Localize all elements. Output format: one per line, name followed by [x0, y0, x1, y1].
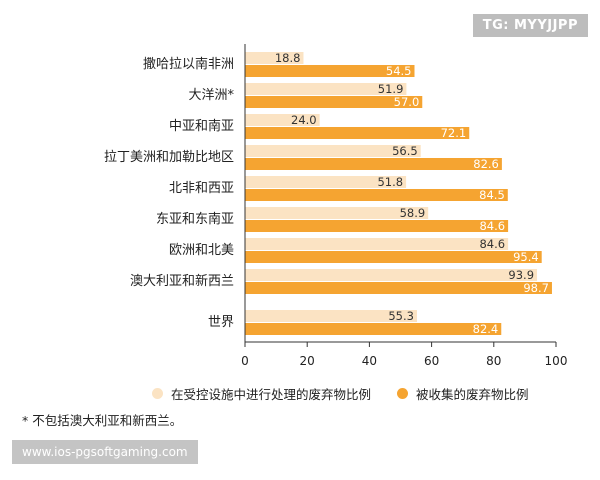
- bar-collected: [245, 65, 415, 77]
- category-label: 世界: [208, 315, 234, 330]
- category-label: 中亚和南亚: [169, 118, 234, 134]
- bars-group: 18.8 54.5 51.957.0 24.0 72.1 56.5 82.6 51.8 84.5…: [245, 51, 552, 336]
- legend-label-collected: 被收集的废弃物比例: [416, 387, 529, 402]
- data-label: 55.3: [388, 309, 414, 323]
- bar-collected: [245, 251, 542, 263]
- bar-treated: [245, 52, 304, 64]
- bar-collected: [245, 189, 508, 201]
- bar-treated: [245, 176, 407, 188]
- data-label: 54.5: [386, 64, 412, 78]
- watermark-bottom: www.ios-pgsoftgaming.com: [12, 440, 198, 464]
- data-label: 51.9: [378, 82, 404, 96]
- category-label: 东亚和东南亚: [156, 211, 234, 227]
- x-tick-label: 0: [241, 354, 249, 368]
- legend: 在受控设施中进行处理的废弃物比例 被收集的废弃物比例: [152, 384, 555, 403]
- legend-item-collected: 被收集的废弃物比例: [397, 384, 529, 403]
- data-label: 82.4: [473, 322, 499, 336]
- data-label: 56.5: [392, 144, 418, 158]
- data-label: 84.6: [479, 219, 505, 233]
- bar-collected: [245, 158, 502, 170]
- bar-treated: [245, 145, 421, 157]
- bar-treated: [245, 269, 538, 281]
- data-label: 24.0: [291, 113, 317, 127]
- x-axis: 0 20 40 60 80 100: [241, 44, 567, 368]
- data-label: 58.9: [400, 206, 426, 220]
- data-label: 18.8: [275, 51, 301, 65]
- data-label: 95.4: [513, 250, 539, 264]
- data-label: 98.7: [523, 281, 549, 295]
- bar-treated: [245, 207, 429, 219]
- legend-item-treated: 在受控设施中进行处理的废弃物比例: [152, 384, 371, 403]
- bar-treated: [245, 310, 417, 322]
- bar-treated: [245, 114, 320, 126]
- x-tick-label: 100: [545, 354, 568, 368]
- bar-collected: [245, 96, 423, 108]
- bar-treated: [245, 238, 509, 250]
- data-label: 84.5: [479, 188, 505, 202]
- category-label: 欧洲和北美: [169, 243, 234, 258]
- data-label: 51.8: [377, 175, 403, 189]
- x-tick-label: 20: [300, 354, 315, 368]
- category-label: 澳大利亚和新西兰: [130, 273, 234, 289]
- bar-collected: [245, 323, 502, 335]
- footnote: * 不包括澳大利亚和新西兰。: [22, 413, 183, 428]
- data-label: 57.0: [394, 95, 420, 109]
- category-label: 撒哈拉以南非洲: [143, 56, 234, 72]
- category-label: 拉丁美洲和加勒比地区: [104, 150, 234, 165]
- data-label: 72.1: [441, 126, 467, 140]
- category-label: 大洋洲*: [188, 88, 234, 103]
- legend-label-treated: 在受控设施中进行处理的废弃物比例: [171, 387, 372, 402]
- watermark-top: TG: MYYJJPP: [472, 14, 588, 37]
- category-label: 北非和西亚: [169, 181, 234, 196]
- x-tick-label: 80: [486, 354, 501, 368]
- x-tick-label: 60: [424, 354, 439, 368]
- x-tick-label: 40: [362, 354, 377, 368]
- bar-treated: [245, 83, 407, 95]
- data-label: 93.9: [508, 268, 534, 282]
- data-label: 82.6: [473, 157, 499, 171]
- legend-swatch-treated: [152, 388, 163, 399]
- bar-collected: [245, 220, 509, 232]
- legend-swatch-collected: [397, 388, 409, 399]
- data-label: 84.6: [479, 237, 505, 251]
- bar-collected: [245, 127, 470, 139]
- bar-collected: [245, 282, 552, 294]
